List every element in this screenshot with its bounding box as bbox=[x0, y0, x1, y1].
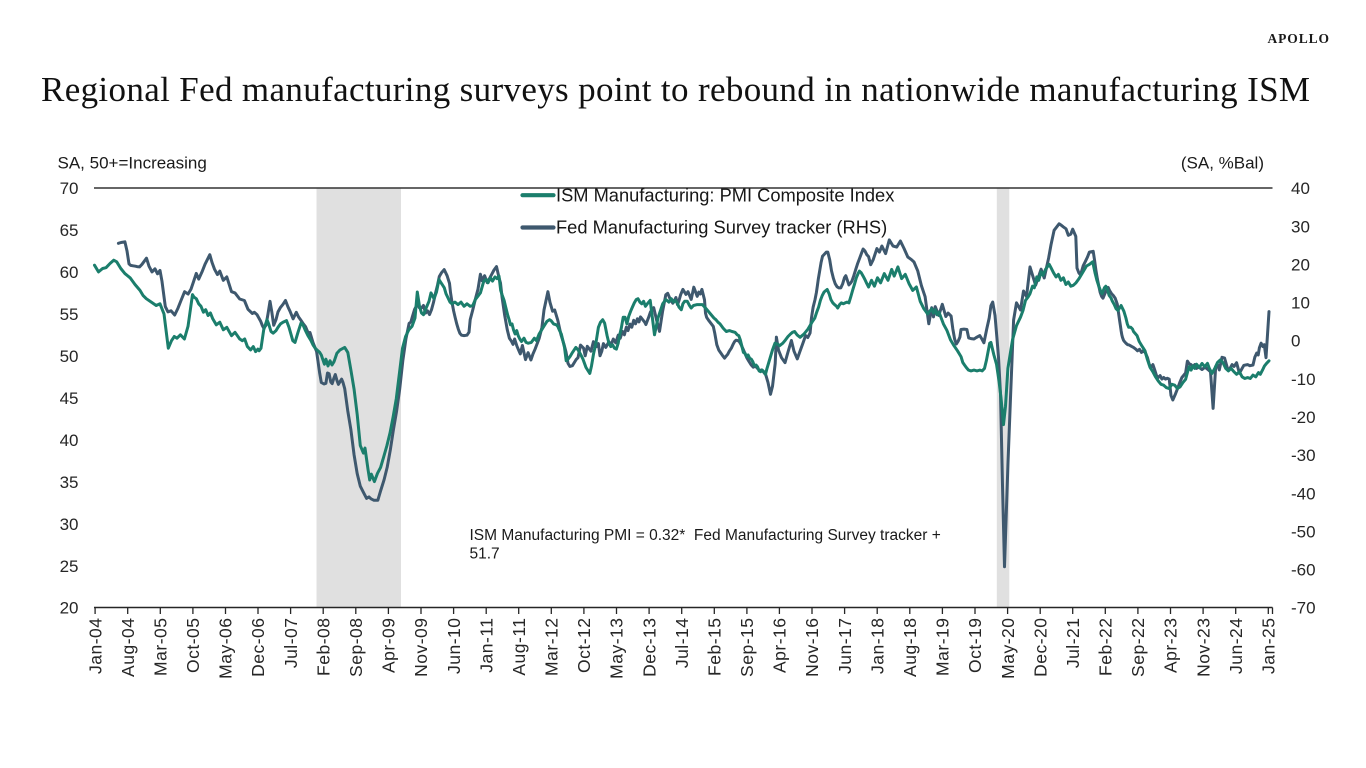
svg-text:Apr-09: Apr-09 bbox=[379, 618, 399, 674]
svg-text:-30: -30 bbox=[1291, 446, 1316, 465]
svg-text:Sep-22: Sep-22 bbox=[1128, 618, 1148, 677]
svg-text:Jun-10: Jun-10 bbox=[444, 618, 464, 675]
svg-text:Nov-16: Nov-16 bbox=[802, 618, 822, 677]
svg-text:55: 55 bbox=[60, 305, 79, 324]
svg-text:-60: -60 bbox=[1291, 561, 1316, 580]
svg-text:-10: -10 bbox=[1291, 370, 1316, 389]
svg-text:May-13: May-13 bbox=[607, 618, 627, 679]
svg-text:Dec-13: Dec-13 bbox=[639, 618, 659, 677]
svg-text:51.7: 51.7 bbox=[470, 546, 500, 563]
svg-text:Aug-04: Aug-04 bbox=[118, 618, 138, 677]
svg-text:Dec-20: Dec-20 bbox=[1030, 618, 1050, 677]
svg-text:-40: -40 bbox=[1291, 484, 1316, 503]
svg-text:Feb-08: Feb-08 bbox=[313, 618, 333, 676]
svg-text:Oct-05: Oct-05 bbox=[183, 618, 203, 674]
svg-text:Sep-08: Sep-08 bbox=[346, 618, 366, 677]
svg-text:SA, 50+=Increasing: SA, 50+=Increasing bbox=[58, 154, 207, 173]
svg-text:Mar-19: Mar-19 bbox=[933, 618, 953, 676]
svg-text:45: 45 bbox=[60, 389, 79, 408]
svg-text:Aug-18: Aug-18 bbox=[900, 618, 920, 677]
svg-text:Jan-04: Jan-04 bbox=[85, 618, 105, 675]
svg-text:-20: -20 bbox=[1291, 408, 1316, 427]
svg-text:May-20: May-20 bbox=[998, 618, 1018, 679]
svg-text:Mar-12: Mar-12 bbox=[542, 618, 562, 676]
svg-text:10: 10 bbox=[1291, 294, 1310, 313]
svg-text:20: 20 bbox=[1291, 256, 1310, 275]
svg-text:Dec-06: Dec-06 bbox=[248, 618, 268, 677]
svg-text:Jul-21: Jul-21 bbox=[1063, 618, 1083, 669]
svg-text:Jun-17: Jun-17 bbox=[835, 618, 855, 675]
svg-text:Jan-25: Jan-25 bbox=[1259, 618, 1279, 675]
svg-text:Jan-18: Jan-18 bbox=[867, 618, 887, 675]
svg-text:-70: -70 bbox=[1291, 599, 1316, 618]
svg-text:May-06: May-06 bbox=[216, 618, 236, 679]
svg-text:-50: -50 bbox=[1291, 522, 1316, 541]
svg-text:Nov-23: Nov-23 bbox=[1193, 618, 1213, 677]
svg-text:Nov-09: Nov-09 bbox=[411, 618, 431, 677]
svg-text:30: 30 bbox=[1291, 217, 1310, 236]
svg-text:Sep-15: Sep-15 bbox=[737, 618, 757, 677]
svg-text:Oct-12: Oct-12 bbox=[574, 618, 594, 674]
svg-text:50: 50 bbox=[60, 347, 79, 366]
svg-text:0: 0 bbox=[1291, 332, 1300, 351]
svg-text:Jan-11: Jan-11 bbox=[476, 618, 496, 673]
svg-text:Feb-22: Feb-22 bbox=[1096, 618, 1116, 676]
svg-text:40: 40 bbox=[1291, 179, 1310, 198]
svg-text:ISM Manufacturing PMI = 0.32*: ISM Manufacturing PMI = 0.32* Fed Manufa… bbox=[470, 527, 941, 544]
svg-text:20: 20 bbox=[60, 599, 79, 618]
svg-text:70: 70 bbox=[60, 179, 79, 198]
svg-text:25: 25 bbox=[60, 557, 79, 576]
svg-text:Jul-14: Jul-14 bbox=[672, 618, 692, 669]
svg-text:Feb-15: Feb-15 bbox=[705, 618, 725, 676]
svg-text:(SA, %Bal): (SA, %Bal) bbox=[1181, 154, 1264, 173]
svg-text:65: 65 bbox=[60, 221, 79, 240]
svg-text:Aug-11: Aug-11 bbox=[509, 618, 529, 676]
svg-text:Oct-19: Oct-19 bbox=[965, 618, 985, 674]
svg-text:ISM Manufacturing: PMI Composi: ISM Manufacturing: PMI Composite Index bbox=[556, 184, 894, 205]
svg-text:40: 40 bbox=[60, 431, 79, 450]
svg-text:Mar-05: Mar-05 bbox=[151, 618, 171, 676]
svg-text:35: 35 bbox=[60, 473, 79, 492]
svg-text:30: 30 bbox=[60, 515, 79, 534]
svg-text:60: 60 bbox=[60, 263, 79, 282]
svg-text:Fed Manufacturing Survey track: Fed Manufacturing Survey tracker (RHS) bbox=[556, 217, 887, 238]
svg-text:Jul-07: Jul-07 bbox=[281, 618, 301, 669]
svg-text:Apr-16: Apr-16 bbox=[770, 618, 790, 674]
svg-text:Apr-23: Apr-23 bbox=[1161, 618, 1181, 674]
svg-text:Jun-24: Jun-24 bbox=[1226, 618, 1246, 675]
